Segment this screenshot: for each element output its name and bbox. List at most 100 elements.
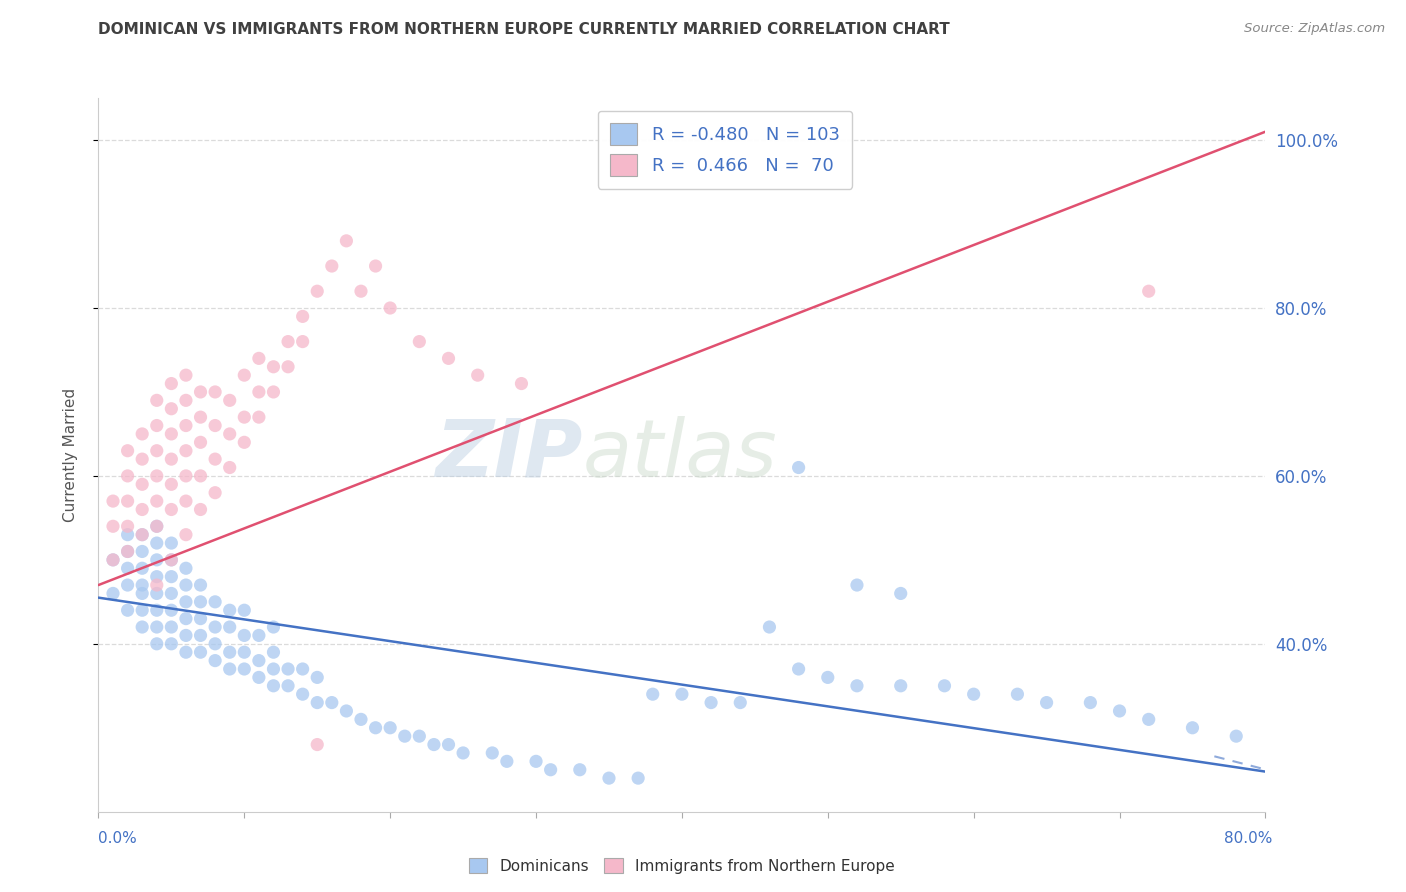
Point [335, 234, 357, 248]
Point [174, 494, 197, 508]
Point [131, 586, 153, 600]
Point [262, 384, 284, 399]
Point [131, 527, 153, 541]
Point [495, 755, 517, 769]
Point [335, 704, 357, 718]
Point [321, 696, 343, 710]
Point [437, 738, 460, 752]
Point [787, 662, 810, 676]
Point [190, 469, 212, 483]
Point [190, 645, 212, 659]
Point [1035, 696, 1057, 710]
Point [101, 553, 124, 567]
Text: 80.0%: 80.0% [1225, 831, 1272, 846]
Point [146, 620, 169, 634]
Point [101, 494, 124, 508]
Point [378, 721, 402, 735]
Point [262, 620, 284, 634]
Point [291, 687, 314, 701]
Point [131, 578, 153, 592]
Point [247, 628, 270, 642]
Point [408, 729, 430, 743]
Point [1225, 729, 1247, 743]
Point [146, 494, 169, 508]
Point [671, 687, 693, 701]
Point [146, 393, 169, 408]
Point [174, 393, 197, 408]
Text: DOMINICAN VS IMMIGRANTS FROM NORTHERN EUROPE CURRENTLY MARRIED CORRELATION CHART: DOMINICAN VS IMMIGRANTS FROM NORTHERN EU… [98, 22, 950, 37]
Point [190, 502, 212, 516]
Point [117, 561, 139, 575]
Point [845, 679, 868, 693]
Point [146, 569, 169, 583]
Point [160, 536, 183, 550]
Point [218, 645, 240, 659]
Point [627, 771, 650, 785]
Point [146, 519, 169, 533]
Point [451, 746, 474, 760]
Text: Source: ZipAtlas.com: Source: ZipAtlas.com [1244, 22, 1385, 36]
Point [1080, 696, 1102, 710]
Point [174, 561, 197, 575]
Point [510, 376, 533, 391]
Point [174, 443, 197, 458]
Point [262, 662, 284, 676]
Point [307, 284, 329, 298]
Point [218, 603, 240, 617]
Point [218, 662, 240, 676]
Point [890, 586, 912, 600]
Point [204, 452, 226, 467]
Point [160, 586, 183, 600]
Point [146, 536, 169, 550]
Point [190, 435, 212, 450]
Point [174, 368, 197, 383]
Point [131, 502, 153, 516]
Point [190, 612, 212, 626]
Point [758, 620, 780, 634]
Point [131, 452, 153, 467]
Point [540, 763, 562, 777]
Point [146, 603, 169, 617]
Point [218, 393, 240, 408]
Point [291, 310, 314, 324]
Point [364, 721, 387, 735]
Point [378, 301, 402, 315]
Point [1181, 721, 1204, 735]
Point [204, 637, 226, 651]
Point [117, 519, 139, 533]
Point [146, 519, 169, 533]
Point [321, 259, 343, 273]
Point [1137, 712, 1160, 726]
Point [728, 696, 751, 710]
Point [117, 578, 139, 592]
Point [262, 359, 284, 374]
Point [117, 527, 139, 541]
Point [131, 620, 153, 634]
Point [131, 561, 153, 575]
Point [262, 679, 284, 693]
Point [262, 645, 284, 659]
Point [307, 738, 329, 752]
Point [277, 334, 299, 349]
Point [247, 384, 270, 399]
Point [117, 603, 139, 617]
Point [117, 544, 139, 558]
Point [131, 477, 153, 491]
Point [408, 334, 430, 349]
Point [890, 679, 912, 693]
Point [437, 351, 460, 366]
Point [233, 603, 256, 617]
Point [174, 418, 197, 433]
Point [160, 452, 183, 467]
Point [233, 368, 256, 383]
Point [160, 553, 183, 567]
Point [204, 620, 226, 634]
Point [101, 553, 124, 567]
Point [146, 586, 169, 600]
Point [277, 359, 299, 374]
Point [1108, 704, 1130, 718]
Point [174, 595, 197, 609]
Point [233, 662, 256, 676]
Point [817, 670, 839, 684]
Point [117, 494, 139, 508]
